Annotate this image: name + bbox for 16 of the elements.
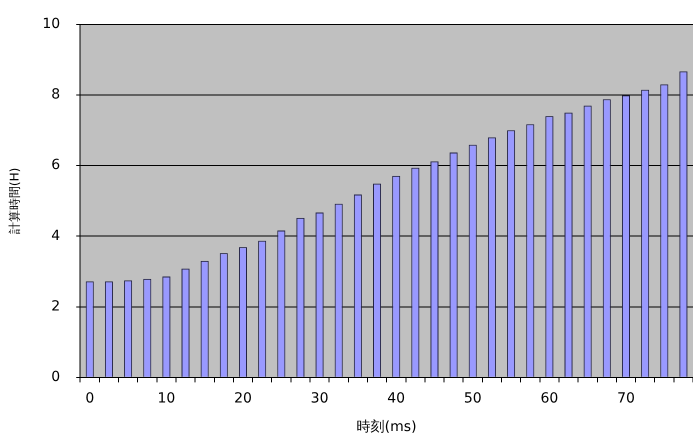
x-tick-label: 50 <box>464 390 482 406</box>
x-tick-label: 40 <box>387 390 406 406</box>
y-tick-label: 10 <box>42 16 60 32</box>
y-tick-label: 6 <box>51 157 60 174</box>
x-tick-label: 60 <box>540 390 558 406</box>
y-tick-label: 0 <box>51 369 60 386</box>
y-tick-label: 2 <box>51 298 60 314</box>
x-tick-label: 20 <box>234 390 252 406</box>
x-tick-label: 70 <box>617 390 635 406</box>
x-tick-label: 0 <box>85 390 94 406</box>
y-axis-title: 計算時間(H) <box>7 168 22 234</box>
y-tick-label: 4 <box>51 228 60 244</box>
x-tick-label: 30 <box>310 390 328 406</box>
y-tick-label: 8 <box>51 86 60 103</box>
x-tick-label: 10 <box>157 390 176 406</box>
x-axis-title: 時刻(ms) <box>356 419 417 436</box>
